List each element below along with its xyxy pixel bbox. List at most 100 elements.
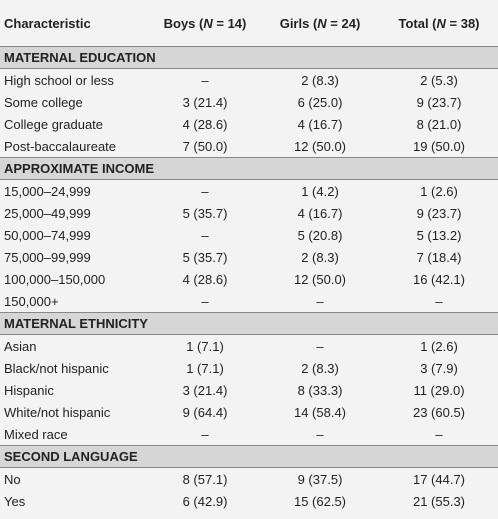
cell: 1 (4.2) — [301, 183, 339, 199]
cell: 2 (5.3) — [420, 72, 458, 88]
data-row: Black/not hispanic 1 (7.1) 2 (8.3) 3 (7.9) — [0, 357, 498, 379]
data-row: Mixed race – – – — [0, 423, 498, 446]
cell: 15 (62.5) — [293, 493, 347, 509]
cell: 9 (37.5) — [297, 471, 343, 487]
row-label: 75,000–99,999 — [4, 249, 91, 265]
cell: 4 (16.7) — [297, 116, 343, 132]
data-row: Post-baccalaureate 7 (50.0) 12 (50.0) 19 (5… — [0, 135, 498, 158]
header-row: Characteristic Boys (N = 14) Girls (N = 24… — [0, 0, 498, 47]
data-row: 50,000–74,999 – 5 (20.8) 5 (13.2) — [0, 224, 498, 246]
cell: 8 (33.3) — [297, 382, 343, 398]
data-row: White/not hispanic 9 (64.4) 14 (58.4) 23 (6… — [0, 401, 498, 423]
cell: 7 (50.0) — [182, 138, 228, 154]
data-row: No 8 (57.1) 9 (37.5) 17 (44.7) — [0, 468, 498, 491]
cell: 12 (50.0) — [293, 138, 347, 154]
row-label: Some college — [4, 94, 83, 110]
data-row: Some college 3 (21.4) 6 (25.0) 9 (23.7) — [0, 91, 498, 113]
cell: 9 (23.7) — [416, 94, 462, 110]
row-label: Asian — [4, 338, 37, 354]
header-text: Total ( — [398, 15, 437, 31]
cell: 6 (42.9) — [182, 493, 228, 509]
cell: 4 (28.6) — [182, 116, 228, 132]
cell: 11 (29.0) — [413, 382, 465, 398]
header-cell: Total (N = 38) — [380, 0, 498, 47]
cell: 1 (7.1) — [186, 338, 224, 354]
row-label: Post-baccalaureate — [4, 138, 117, 154]
section-title: APPROXIMATE INCOME — [0, 157, 498, 180]
data-row: Yes 6 (42.9) 15 (62.5) 21 (55.3) — [0, 490, 498, 512]
cell: – — [201, 426, 209, 442]
header-text: N — [317, 15, 327, 31]
cell: – — [316, 426, 324, 442]
header-text: Girls ( — [279, 15, 318, 31]
section-title: SECOND LANGUAGE — [0, 445, 498, 468]
row-label: Yes — [4, 493, 26, 509]
row-label: 150,000+ — [4, 293, 59, 309]
cell: 1 (2.6) — [420, 338, 458, 354]
cell: 2 (8.3) — [301, 360, 339, 376]
row-label: Hispanic — [4, 382, 54, 398]
cell: – — [201, 293, 209, 309]
cell: 4 (16.7) — [297, 205, 343, 221]
cell: 1 (7.1) — [186, 360, 224, 376]
row-label: 15,000–24,999 — [4, 183, 91, 199]
cell: 5 (13.2) — [416, 227, 462, 243]
section-row: MATERNAL ETHNICITY — [0, 312, 498, 335]
data-row: 150,000+ – – – — [0, 290, 498, 313]
cell: – — [435, 293, 443, 309]
header-cell: Girls (N = 24) — [260, 0, 380, 47]
row-label: Mixed race — [4, 426, 68, 442]
cell: 14 (58.4) — [293, 404, 347, 420]
cell: 3 (7.9) — [420, 360, 458, 376]
cell: 6 (25.0) — [297, 94, 343, 110]
row-label: Black/not hispanic — [4, 360, 109, 376]
header-text: Boys ( — [163, 15, 204, 31]
data-row: Asian 1 (7.1) – 1 (2.6) — [0, 335, 498, 358]
section-row: MATERNAL EDUCATION — [0, 46, 498, 69]
data-row: 15,000–24,999 – 1 (4.2) 1 (2.6) — [0, 180, 498, 203]
header-cell: Boys (N = 14) — [150, 0, 260, 47]
cell: 23 (60.5) — [412, 404, 466, 420]
row-label: No — [4, 471, 21, 487]
cell: – — [201, 227, 209, 243]
data-row: 100,000–150,000 4 (28.6) 12 (50.0) 16 (42.1… — [0, 268, 498, 290]
cell: 21 (55.3) — [412, 493, 466, 509]
cell: 3 (21.4) — [182, 94, 228, 110]
cell: – — [201, 183, 209, 199]
section-title: MATERNAL ETHNICITY — [0, 312, 498, 335]
section-row: APPROXIMATE INCOME — [0, 157, 498, 180]
table-body: MATERNAL EDUCATION High school or less – 2 … — [0, 46, 498, 513]
header-text: = 38) — [445, 15, 480, 31]
header-text: = 24) — [326, 15, 361, 31]
cell: 8 (57.1) — [182, 471, 228, 487]
cell: 5 (35.7) — [182, 249, 228, 265]
cell: 9 (23.7) — [416, 205, 462, 221]
cell: 17 (44.7) — [412, 471, 466, 487]
cell: 4 (28.6) — [182, 271, 228, 287]
cell: 3 (21.4) — [182, 382, 228, 398]
cell: 16 (42.1) — [412, 271, 466, 287]
cell: – — [316, 338, 324, 354]
cell: 19 (50.0) — [412, 138, 466, 154]
cell: 9 (64.4) — [182, 404, 228, 420]
section-title: MATERNAL EDUCATION — [0, 46, 498, 69]
data-row: 75,000–99,999 5 (35.7) 2 (8.3) 7 (18.4) — [0, 246, 498, 268]
cell: – — [316, 293, 324, 309]
row-label: 25,000–49,999 — [4, 205, 91, 221]
data-row: High school or less – 2 (8.3) 2 (5.3) — [0, 69, 498, 92]
cell: 1 (2.6) — [420, 183, 458, 199]
row-label: 50,000–74,999 — [4, 227, 91, 243]
cell: 5 (35.7) — [182, 205, 228, 221]
header-text: N — [203, 15, 213, 31]
cell: – — [435, 426, 443, 442]
cell: 2 (8.3) — [301, 72, 339, 88]
data-row: 25,000–49,999 5 (35.7) 4 (16.7) 9 (23.7) — [0, 202, 498, 224]
row-label: White/not hispanic — [4, 404, 111, 420]
row-label: High school or less — [4, 72, 114, 88]
row-label: 100,000–150,000 — [4, 271, 106, 287]
cell: 12 (50.0) — [293, 271, 347, 287]
header-text: N — [436, 15, 446, 31]
header-text: = 14) — [212, 15, 247, 31]
